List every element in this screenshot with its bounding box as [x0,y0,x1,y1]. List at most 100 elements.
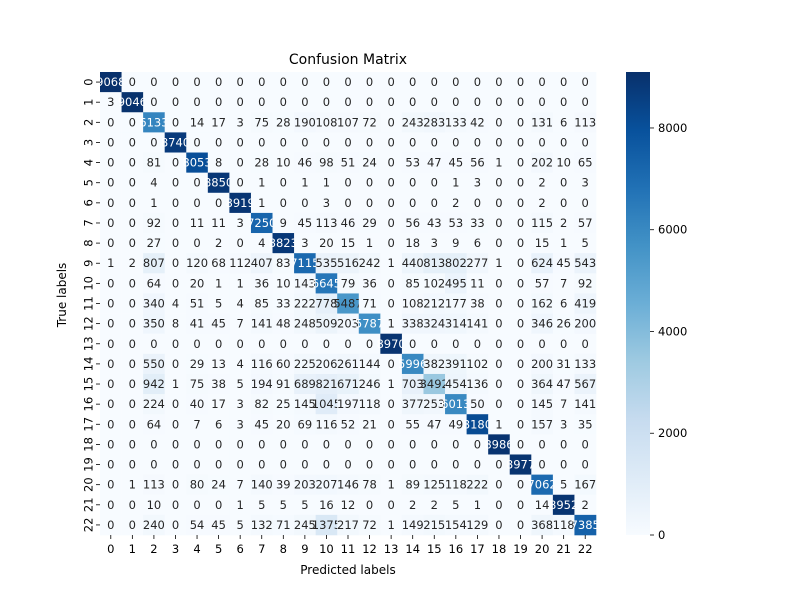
heatmap-cell [315,434,338,455]
heatmap-cell [552,514,575,536]
cell-value-label: 0 [193,176,200,190]
cell-value-label: 72 [362,518,377,532]
cell-value-label: 0 [193,95,200,109]
cell-value-label: 14 [190,115,205,129]
cell-value-label: 131 [531,115,553,129]
heatmap-cell [401,494,424,516]
heatmap-cell [315,454,338,475]
cell-value-label: 1 [387,377,394,391]
heatmap-cell [207,474,230,496]
cell-value-label: 248 [294,317,316,331]
heatmap-cell [207,72,230,93]
cell-value-label: 92 [147,216,162,230]
cell-value-label: 0 [452,437,459,451]
cell-value-label: 17 [211,115,226,129]
cell-value-label: 0 [129,297,136,311]
heatmap-cell [358,333,381,355]
cell-value-label: 0 [517,256,524,270]
heatmap-cell [250,253,273,274]
cell-value-label: 53 [449,216,464,230]
x-tick-label: 13 [384,542,399,556]
heatmap-cell [574,253,597,274]
heatmap-cell [337,273,360,294]
heatmap-cell [574,132,597,153]
heatmap-cell [552,353,575,375]
heatmap-cell [337,253,360,274]
cell-value-label: 509 [315,317,337,331]
y-tick-label: 7 [82,219,96,226]
heatmap-cell [294,233,316,254]
cell-value-label: 382 [423,357,445,371]
cell-value-label: 0 [323,75,330,89]
heatmap-cell [186,474,209,496]
heatmap-cell [380,414,403,435]
heatmap-cell [250,454,273,475]
cell-value-label: 0 [129,115,136,129]
heatmap-cell [337,132,360,153]
y-tick-label: 22 [82,518,96,533]
cell-value-label: 133 [445,115,467,129]
heatmap-cell [574,152,597,173]
cell-value-label: 0 [560,75,567,89]
cell-value-label: 17 [211,397,226,411]
heatmap-cell [143,253,165,274]
heatmap-cell [466,454,489,475]
heatmap-cell [337,212,360,234]
cell-value-label: 0 [560,196,567,210]
heatmap-cell [229,92,252,113]
cell-value-label: 0 [495,135,502,149]
heatmap-cell [574,353,597,375]
cell-value-label: 1 [323,176,330,190]
heatmap-cell [552,454,575,475]
heatmap-cell [294,514,316,536]
cell-value-label: 0 [301,458,308,472]
cell-value-label: 68 [211,256,226,270]
heatmap-cell [186,494,209,516]
cell-value-label: 0 [301,337,308,351]
cell-value-label: 1 [129,478,136,492]
colorbar-tick-label: 4000 [658,324,687,338]
cell-value-label: 0 [366,135,373,149]
cell-value-label: 0 [129,156,136,170]
heatmap-cell [380,72,403,93]
heatmap-cell [531,112,554,133]
heatmap-cell [121,72,144,93]
cell-value-label: 1 [495,256,502,270]
cell-value-label: 0 [344,337,351,351]
y-tick-label: 1 [82,99,96,106]
cell-value-label: 1 [237,498,244,512]
cell-value-label: 108 [402,297,424,311]
cell-value-label: 0 [517,397,524,411]
heatmap-cell [100,333,122,355]
cell-value-label: 0 [129,216,136,230]
heatmap-cell [143,434,165,455]
cell-value-label: 146 [337,478,359,492]
cell-value-label: 0 [560,458,567,472]
cell-value-label: 0 [107,357,114,371]
cell-value-label: 0 [560,337,567,351]
cell-value-label: 0 [495,377,502,391]
cell-value-label: 7250 [247,216,276,230]
heatmap-cell [488,514,511,536]
heatmap-cell [574,92,597,113]
cell-value-label: 8 [172,317,179,331]
heatmap-cell [294,454,316,475]
heatmap-cell [531,414,554,435]
y-tick-label: 20 [82,477,96,492]
cell-value-label: 5 [215,297,222,311]
cell-value-label: 1 [495,156,502,170]
heatmap-cell [186,253,209,274]
cell-value-label: 11 [470,276,485,290]
cell-value-label: 56 [470,156,485,170]
colorbar-tick-label: 6000 [658,223,687,237]
heatmap-cell [100,212,122,234]
heatmap-cell [401,112,424,133]
heatmap-cell [294,112,316,133]
heatmap-cell [466,333,489,355]
cell-value-label: 0 [495,498,502,512]
heatmap-cell [466,72,489,93]
heatmap-cell [121,112,144,133]
heatmap-cell [488,132,511,153]
cell-value-label: 391 [445,357,467,371]
heatmap-cell [294,353,316,375]
